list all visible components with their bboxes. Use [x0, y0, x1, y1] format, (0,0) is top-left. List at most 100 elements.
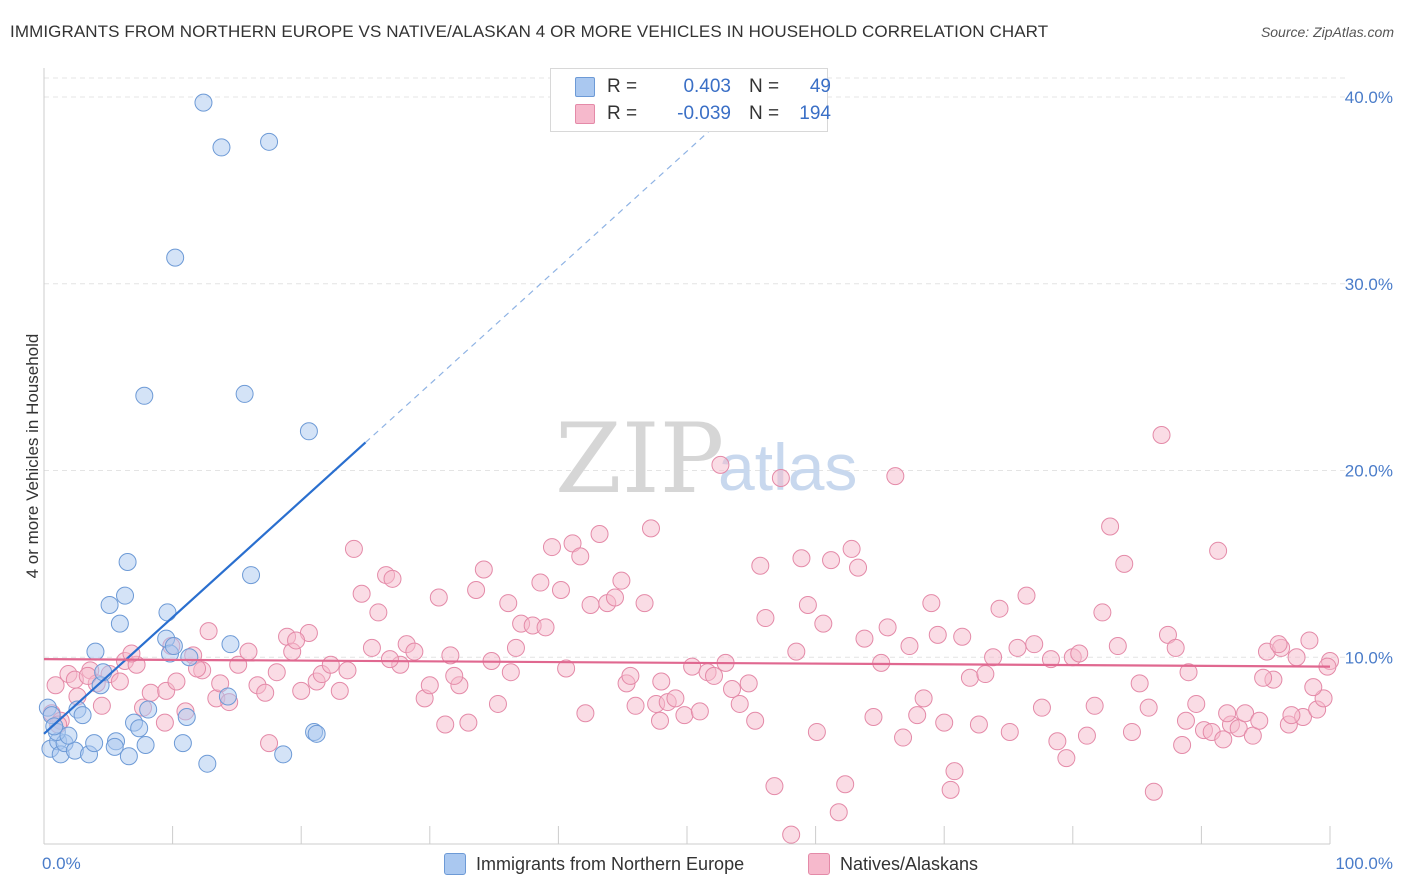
- natives-point: [1214, 730, 1233, 749]
- natives-trendline: [43, 658, 1331, 668]
- northern-europe-point: [260, 132, 279, 151]
- natives-point: [960, 668, 979, 687]
- northern-europe-point: [100, 595, 119, 614]
- watermark-zip: ZIP: [555, 403, 724, 515]
- blue-swatch-icon: [444, 853, 466, 875]
- natives-point: [705, 666, 724, 685]
- natives-point: [675, 706, 694, 725]
- natives-point: [506, 638, 525, 657]
- natives-point: [488, 694, 507, 713]
- northern-europe-point: [212, 138, 231, 157]
- pink-swatch-icon: [808, 853, 830, 875]
- natives-point: [46, 676, 65, 695]
- natives-point: [935, 713, 954, 732]
- northern-europe-trendline-extension: [365, 92, 752, 443]
- natives-point: [945, 762, 964, 781]
- natives-point: [792, 549, 811, 568]
- northern-europe-point: [136, 736, 155, 755]
- natives-point: [1041, 650, 1060, 669]
- natives-point: [1077, 726, 1096, 745]
- natives-point: [1093, 603, 1112, 622]
- northern-europe-point: [299, 422, 318, 441]
- natives-point: [1179, 663, 1198, 682]
- natives-point: [1130, 674, 1149, 693]
- natives-point: [467, 581, 486, 600]
- natives-point: [1017, 586, 1036, 605]
- watermark: ZIP atlas: [555, 403, 857, 515]
- y-tick-label: 10.0%: [1345, 648, 1393, 667]
- natives-point: [1025, 635, 1044, 654]
- natives-point: [1218, 704, 1237, 723]
- natives-point: [836, 775, 855, 794]
- natives-point: [829, 803, 848, 822]
- northern-europe-point: [180, 648, 199, 667]
- legend-row-blue: R = 0.403 N = 49: [575, 74, 831, 100]
- northern-europe-point: [242, 566, 261, 585]
- natives-point: [864, 708, 883, 727]
- natives-point: [1250, 711, 1269, 730]
- northern-europe-point: [119, 747, 138, 766]
- natives-point: [436, 715, 455, 734]
- natives-point: [1300, 631, 1319, 650]
- natives-point: [1287, 648, 1306, 667]
- natives-point: [557, 659, 576, 678]
- natives-point: [420, 676, 439, 695]
- natives-point: [969, 715, 988, 734]
- correlation-legend: R = 0.403 N = 49 R = -0.039 N = 194: [550, 68, 831, 132]
- natives-point: [941, 780, 960, 799]
- natives-point: [822, 551, 841, 570]
- northern-europe-point: [221, 635, 240, 654]
- natives-point: [531, 573, 550, 592]
- northern-europe-point: [118, 553, 137, 572]
- natives-point: [878, 618, 897, 637]
- natives-point: [807, 722, 826, 741]
- legend-n-label: N =: [749, 76, 780, 97]
- y-axis-label: 4 or more Vehicles in Household: [23, 334, 42, 579]
- natives-point: [953, 627, 972, 646]
- natives-point: [1243, 726, 1262, 745]
- natives-point: [338, 661, 357, 680]
- natives-point: [362, 638, 381, 657]
- northern-europe-point: [130, 719, 149, 738]
- northern-europe-point: [85, 734, 104, 753]
- natives-point: [576, 704, 595, 723]
- chart-title: IMMIGRANTS FROM NORTHERN EUROPE VS NATIV…: [10, 22, 1049, 41]
- northern-europe-trendline: [43, 441, 367, 735]
- natives-point: [110, 672, 129, 691]
- natives-point: [542, 538, 561, 557]
- natives-point: [908, 706, 927, 725]
- natives-point: [256, 683, 275, 702]
- legend-n-label: N =: [749, 103, 780, 124]
- natives-point: [1144, 782, 1163, 801]
- natives-point: [260, 734, 279, 753]
- natives-point: [474, 560, 493, 579]
- x-tick-label: 100.0%: [1335, 854, 1393, 873]
- natives-point: [746, 711, 765, 730]
- natives-point: [1101, 517, 1120, 536]
- bottom-legend-label: Natives/Alaskans: [840, 853, 979, 874]
- northern-europe-point: [194, 93, 213, 112]
- trendlines: [43, 92, 1331, 735]
- legend-r-value-blue: 0.403: [683, 76, 731, 97]
- natives-point: [167, 672, 186, 691]
- natives-point: [459, 713, 478, 732]
- natives-point: [711, 455, 730, 474]
- northern-europe-point: [235, 384, 254, 403]
- northern-europe-point: [86, 642, 105, 661]
- natives-point: [267, 663, 286, 682]
- natives-point: [886, 467, 905, 486]
- natives-point: [652, 672, 671, 691]
- natives-point: [1085, 696, 1104, 715]
- y-tick-label: 30.0%: [1345, 275, 1393, 294]
- natives-point: [849, 558, 868, 577]
- natives-point: [1032, 698, 1051, 717]
- natives-point: [383, 569, 402, 588]
- pink-swatch-icon: [575, 104, 595, 124]
- natives-point: [380, 650, 399, 669]
- natives-point: [765, 777, 784, 796]
- tick-labels: 10.0% 20.0% 30.0% 40.0% 0.0% 100.0%: [42, 88, 1393, 873]
- natives-point: [723, 679, 742, 698]
- natives-point: [1236, 704, 1255, 723]
- natives-point: [771, 468, 790, 487]
- natives-point: [635, 594, 654, 613]
